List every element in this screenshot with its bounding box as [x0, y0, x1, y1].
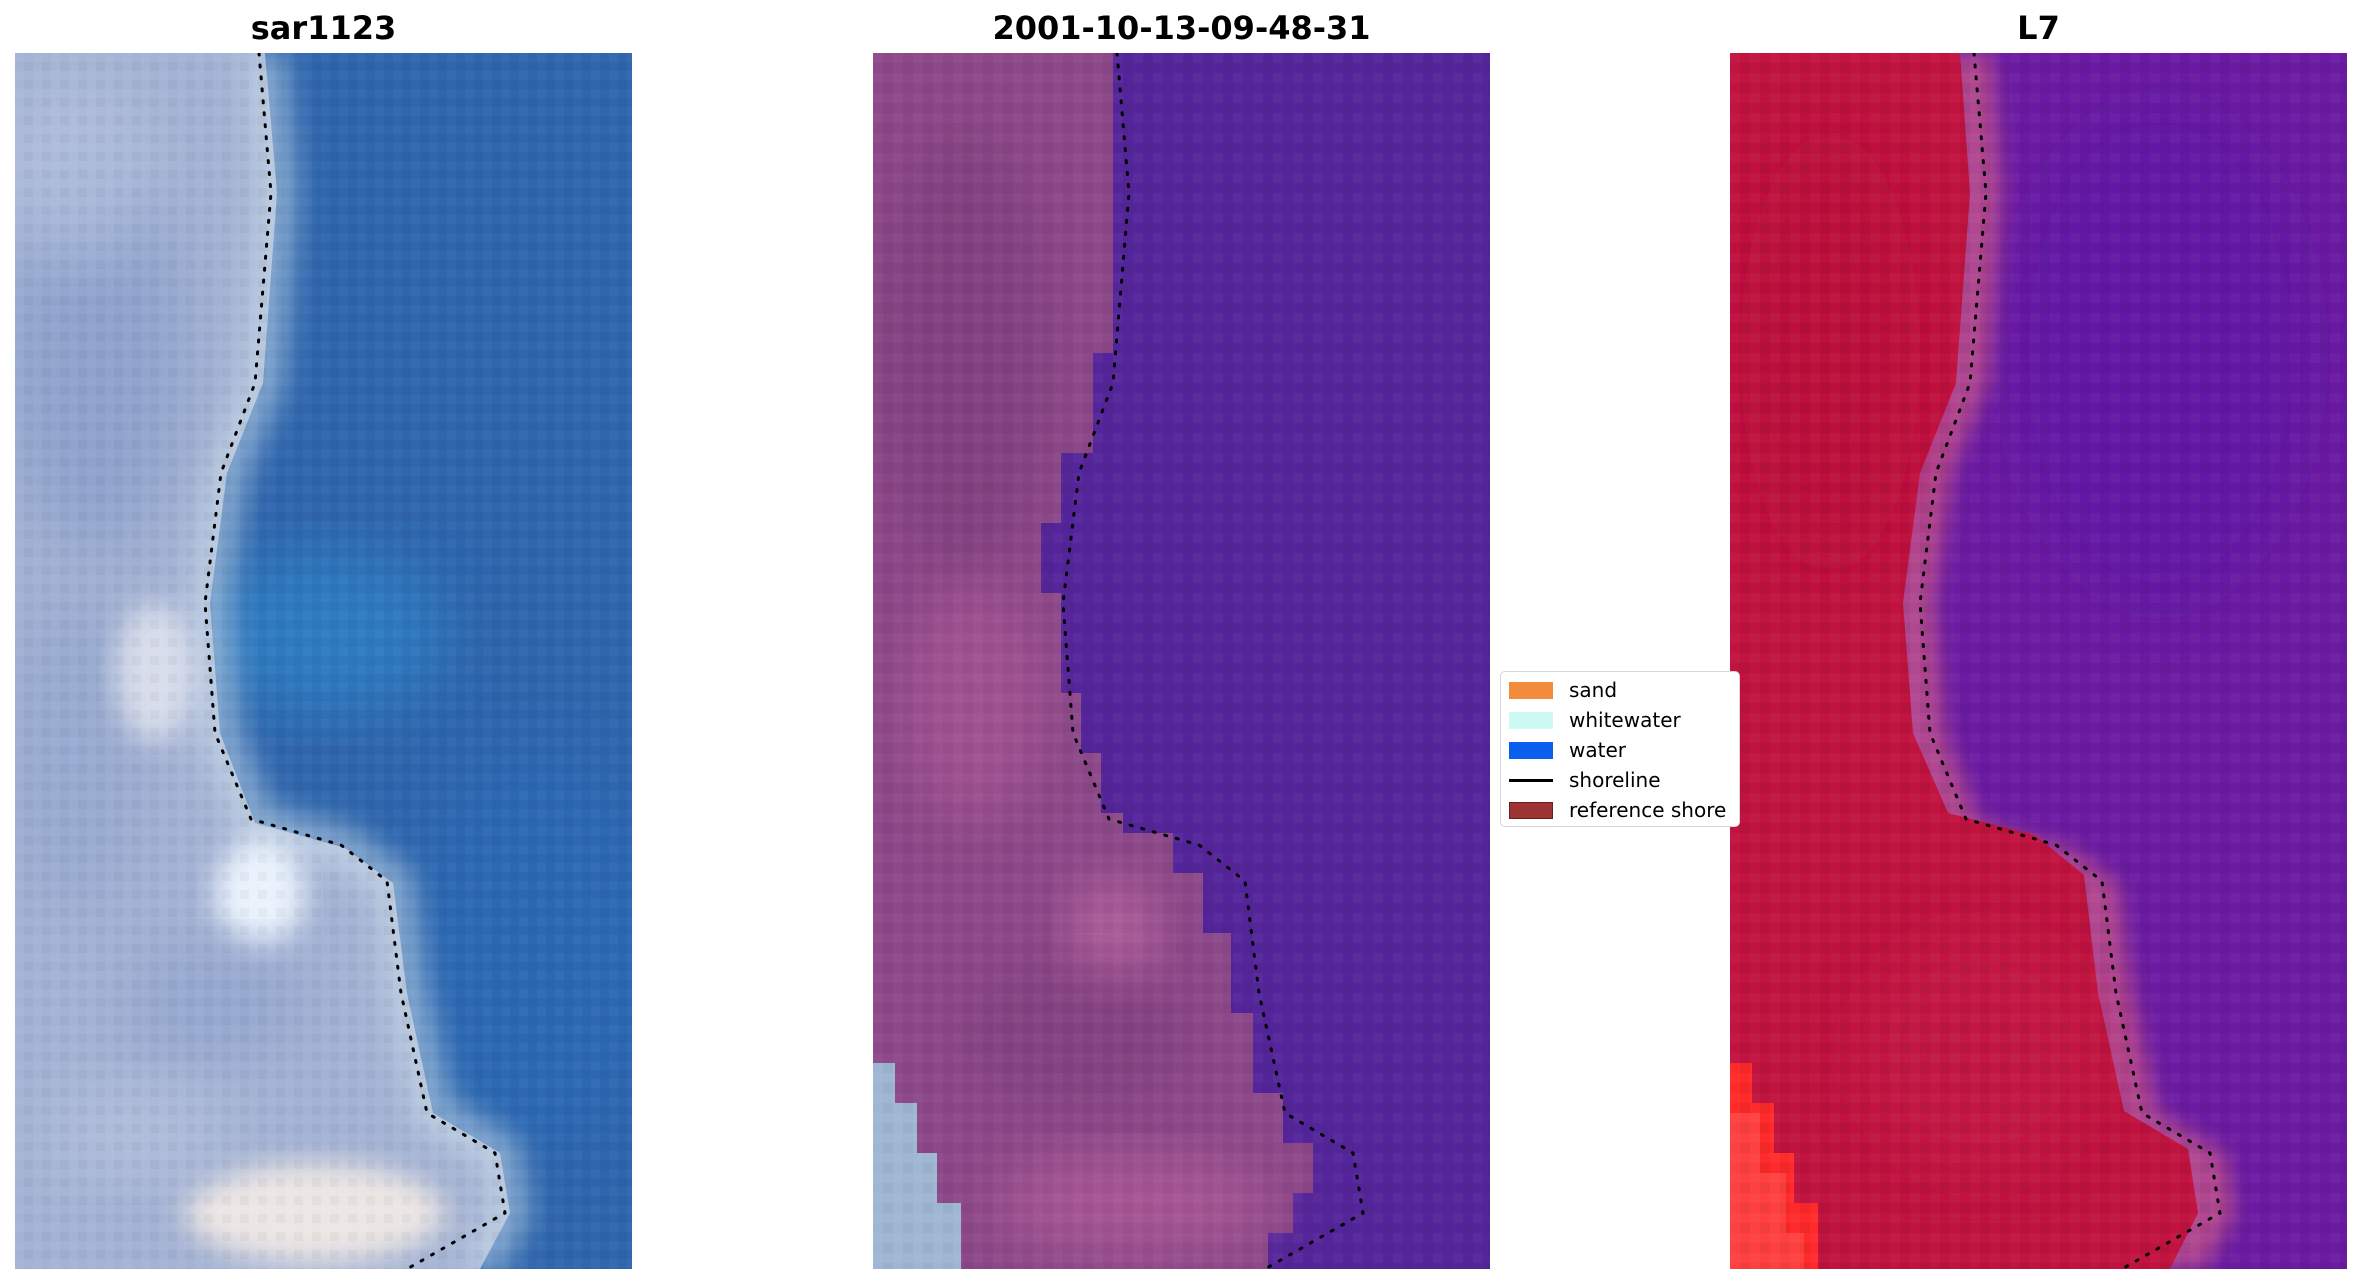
index-image — [1730, 53, 2347, 1269]
legend-label-sand: sand — [1569, 678, 1618, 702]
reference-shoreline — [1918, 53, 2222, 1269]
legend-item-water: water — [1509, 735, 1739, 763]
water-swatch — [1509, 742, 1553, 759]
legend-item-reference-shore: reference shore — [1509, 795, 1739, 823]
classified-image — [873, 53, 1490, 1269]
panel-title-classified: 2001-10-13-09-48-31 — [992, 9, 1371, 47]
sand-swatch — [1509, 682, 1553, 699]
reference-shoreline — [203, 53, 507, 1269]
panel-title-rgb: sar1123 — [250, 9, 397, 47]
reference-shore-swatch — [1509, 802, 1553, 819]
whitewater-swatch — [1509, 712, 1553, 729]
legend-label-water: water — [1569, 738, 1626, 762]
shoreline-line-swatch — [1509, 779, 1553, 782]
rgb-satellite-image — [15, 53, 632, 1269]
panel-title-index: L7 — [2017, 9, 2060, 47]
legend-item-whitewater: whitewater — [1509, 705, 1739, 733]
legend-item-shoreline: shoreline — [1509, 765, 1739, 793]
reference-shoreline — [1061, 53, 1365, 1269]
legend-label-shoreline: shoreline — [1569, 768, 1661, 792]
legend-label-reference-shore: reference shore — [1569, 798, 1727, 822]
legend-label-whitewater: whitewater — [1569, 708, 1681, 732]
legend-item-sand: sand — [1509, 675, 1739, 703]
legend: sand whitewater water shoreline referenc… — [1500, 671, 1740, 827]
